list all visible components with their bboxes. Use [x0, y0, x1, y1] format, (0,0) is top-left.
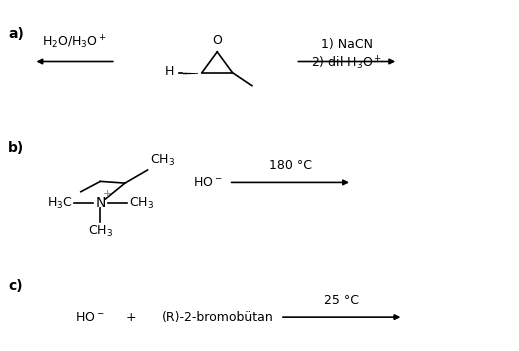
Text: N: N — [95, 196, 105, 210]
Text: 25 °C: 25 °C — [324, 294, 359, 307]
Text: O: O — [212, 34, 222, 47]
Text: +: + — [126, 311, 136, 324]
Text: CH$_3$: CH$_3$ — [129, 196, 154, 211]
Text: CH$_3$: CH$_3$ — [88, 224, 113, 239]
Text: a): a) — [8, 27, 24, 41]
Text: b): b) — [8, 141, 24, 155]
Text: H$_2$O/H$_3$O$^+$: H$_2$O/H$_3$O$^+$ — [43, 34, 107, 51]
Text: c): c) — [8, 279, 22, 293]
Text: 1) NaCN: 1) NaCN — [321, 38, 373, 51]
Text: CH$_3$: CH$_3$ — [150, 153, 175, 168]
Text: H: H — [165, 65, 174, 78]
Text: +: + — [102, 190, 112, 199]
Text: 180 °C: 180 °C — [269, 159, 312, 172]
Text: (R)-2-bromobütan: (R)-2-bromobütan — [162, 311, 274, 324]
Text: HO$^-$: HO$^-$ — [193, 176, 222, 189]
Text: 2) dil H$_3$O$^+$: 2) dil H$_3$O$^+$ — [311, 54, 383, 72]
Text: H$_3$C: H$_3$C — [47, 196, 72, 211]
Text: HO$^-$: HO$^-$ — [75, 311, 105, 324]
